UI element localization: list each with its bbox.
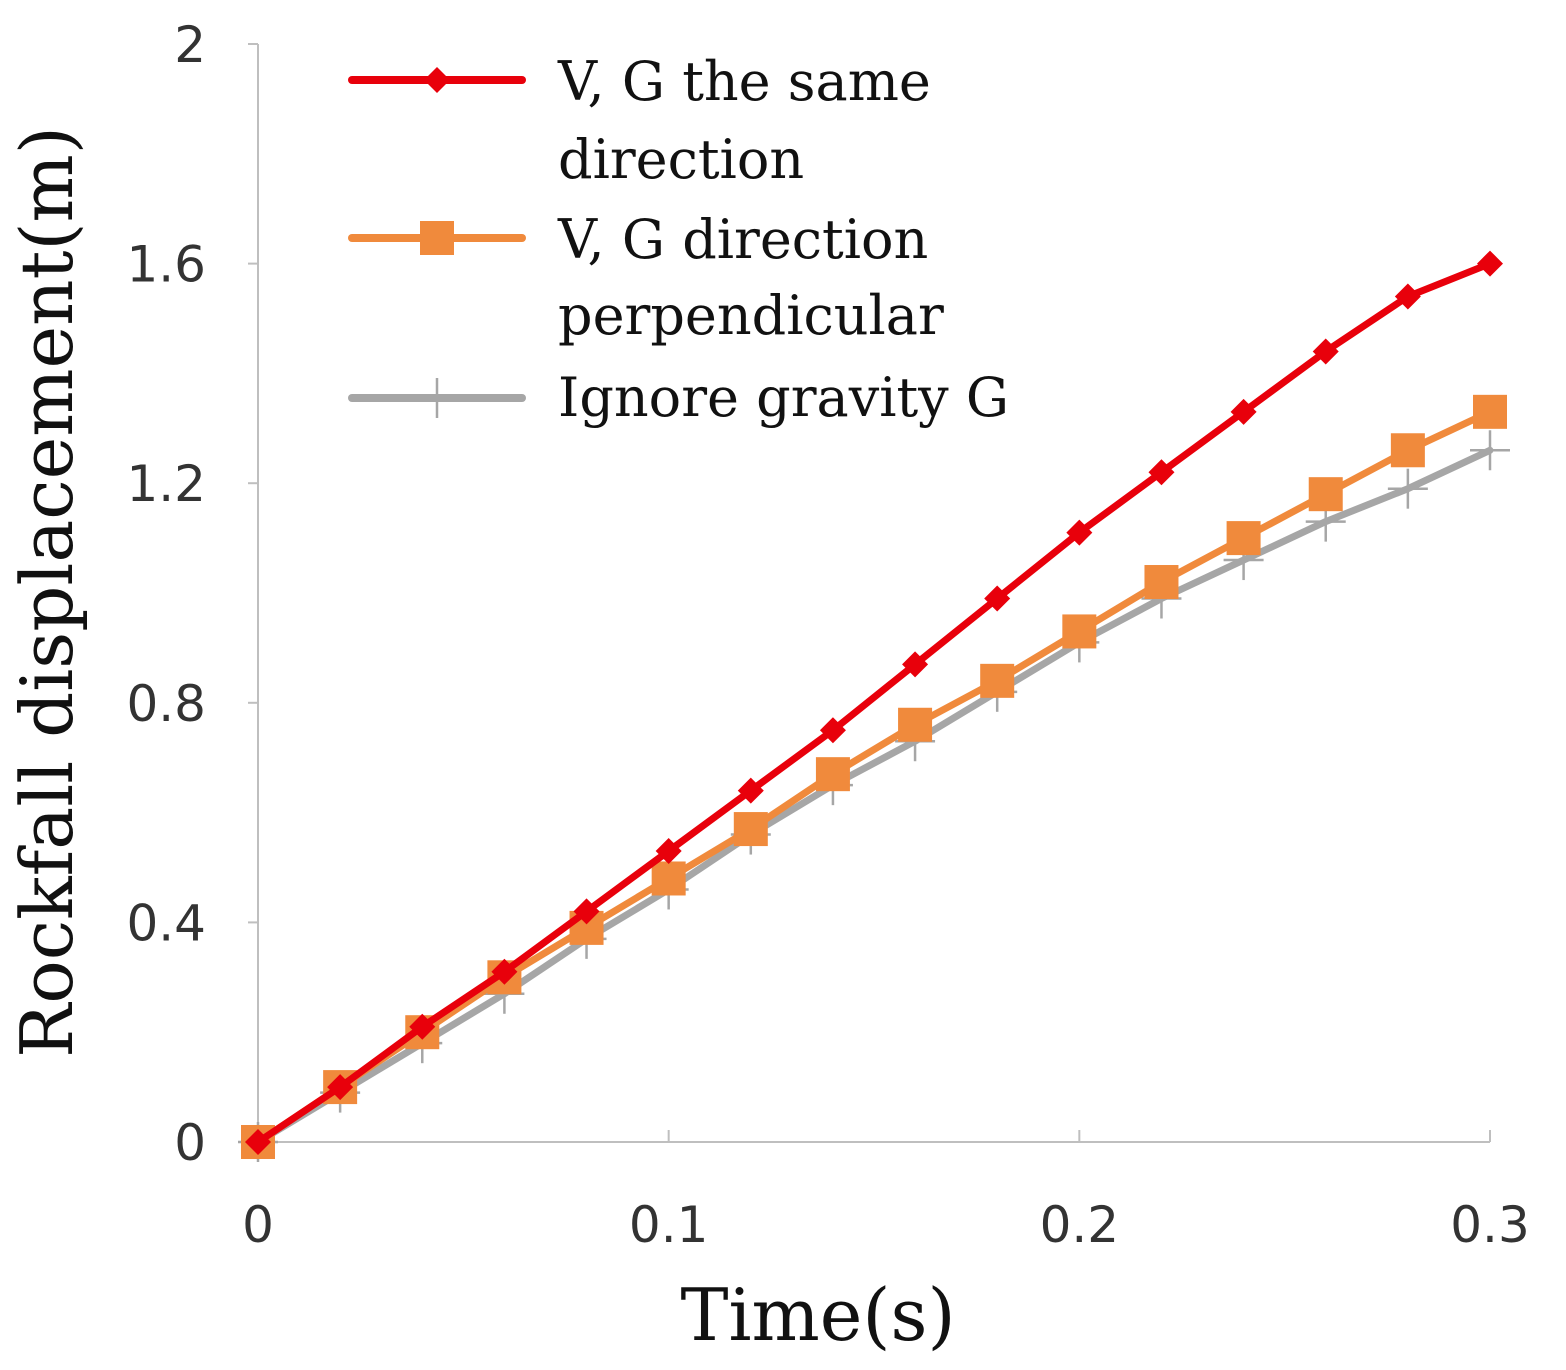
data-point: [1470, 430, 1510, 471]
y-tick-label: 1.2: [126, 455, 206, 513]
legend-item-1: V, G the same direction: [348, 50, 931, 191]
series-line: [254, 408, 1494, 1146]
data-point: [1148, 459, 1175, 486]
y-tick-label: 1.6: [126, 236, 206, 294]
data-point: [655, 838, 682, 865]
y-tick-label: 0: [174, 1114, 206, 1172]
data-point: [733, 812, 768, 847]
data-point: [737, 777, 764, 804]
data-point: [1226, 521, 1261, 556]
axes: [248, 43, 1491, 1143]
data-point: [245, 1129, 271, 1155]
legend-item-3: Ignore gravity G: [348, 366, 1009, 429]
series-line: [254, 446, 1494, 1146]
data-point: [980, 663, 1015, 698]
legend-label: perpendicular: [558, 284, 944, 347]
x-tick-label: 0.3: [1450, 1196, 1530, 1254]
legend-label: Ignore gravity G: [558, 366, 1009, 429]
data-point: [573, 898, 600, 925]
x-tick-label: 0: [242, 1196, 274, 1254]
data-point: [1394, 283, 1421, 310]
data-point: [491, 958, 518, 985]
x-axis-title: Time(s): [680, 1273, 955, 1357]
data-point: [327, 1074, 354, 1101]
y-tick-label: 2: [174, 16, 206, 74]
legend-swatch-marker: [420, 221, 454, 255]
legend-swatch-marker: [424, 67, 450, 93]
y-tick-label: 0.4: [126, 894, 206, 952]
data-point: [1308, 477, 1343, 512]
data-point: [1230, 398, 1257, 425]
data-point: [1062, 614, 1097, 649]
legend: V, G the same direction V, G direction perp…: [348, 50, 1009, 429]
data-point: [409, 1013, 436, 1040]
data-point: [815, 757, 850, 792]
data-point: [1473, 394, 1507, 429]
data-point: [898, 707, 933, 742]
data-point: [819, 717, 846, 744]
data-point: [1477, 250, 1503, 277]
data-point: [1066, 519, 1093, 546]
legend-item-2: V, G direction perpendicular: [348, 208, 944, 347]
data-point: [1144, 565, 1179, 600]
data-point: [984, 585, 1011, 612]
series-1: [245, 250, 1503, 1155]
legend-label: V, G the same: [557, 50, 931, 113]
legend-label: direction: [558, 128, 804, 191]
data-point: [1387, 468, 1428, 509]
y-tick-label: 0.8: [126, 675, 206, 733]
legend-swatch-marker: [417, 378, 457, 418]
data-point: [1390, 433, 1425, 468]
y-axis-title: Rockfall displacement(m): [5, 126, 89, 1058]
series-2: [241, 394, 1507, 1159]
legend-label: V, G direction: [557, 208, 928, 271]
series-layer: [238, 250, 1510, 1162]
data-point: [651, 861, 686, 896]
data-point: [902, 651, 929, 678]
data-point: [1312, 338, 1339, 365]
series-line: [254, 260, 1494, 1146]
x-tick-label: 0.2: [1040, 1196, 1120, 1254]
x-tick-label: 0.1: [629, 1196, 709, 1254]
series-3: [238, 430, 1510, 1162]
tick-labels: 0 0.4 0.8 1.2 1.6 2 0 0.1 0.2 0.3: [126, 16, 1529, 1254]
